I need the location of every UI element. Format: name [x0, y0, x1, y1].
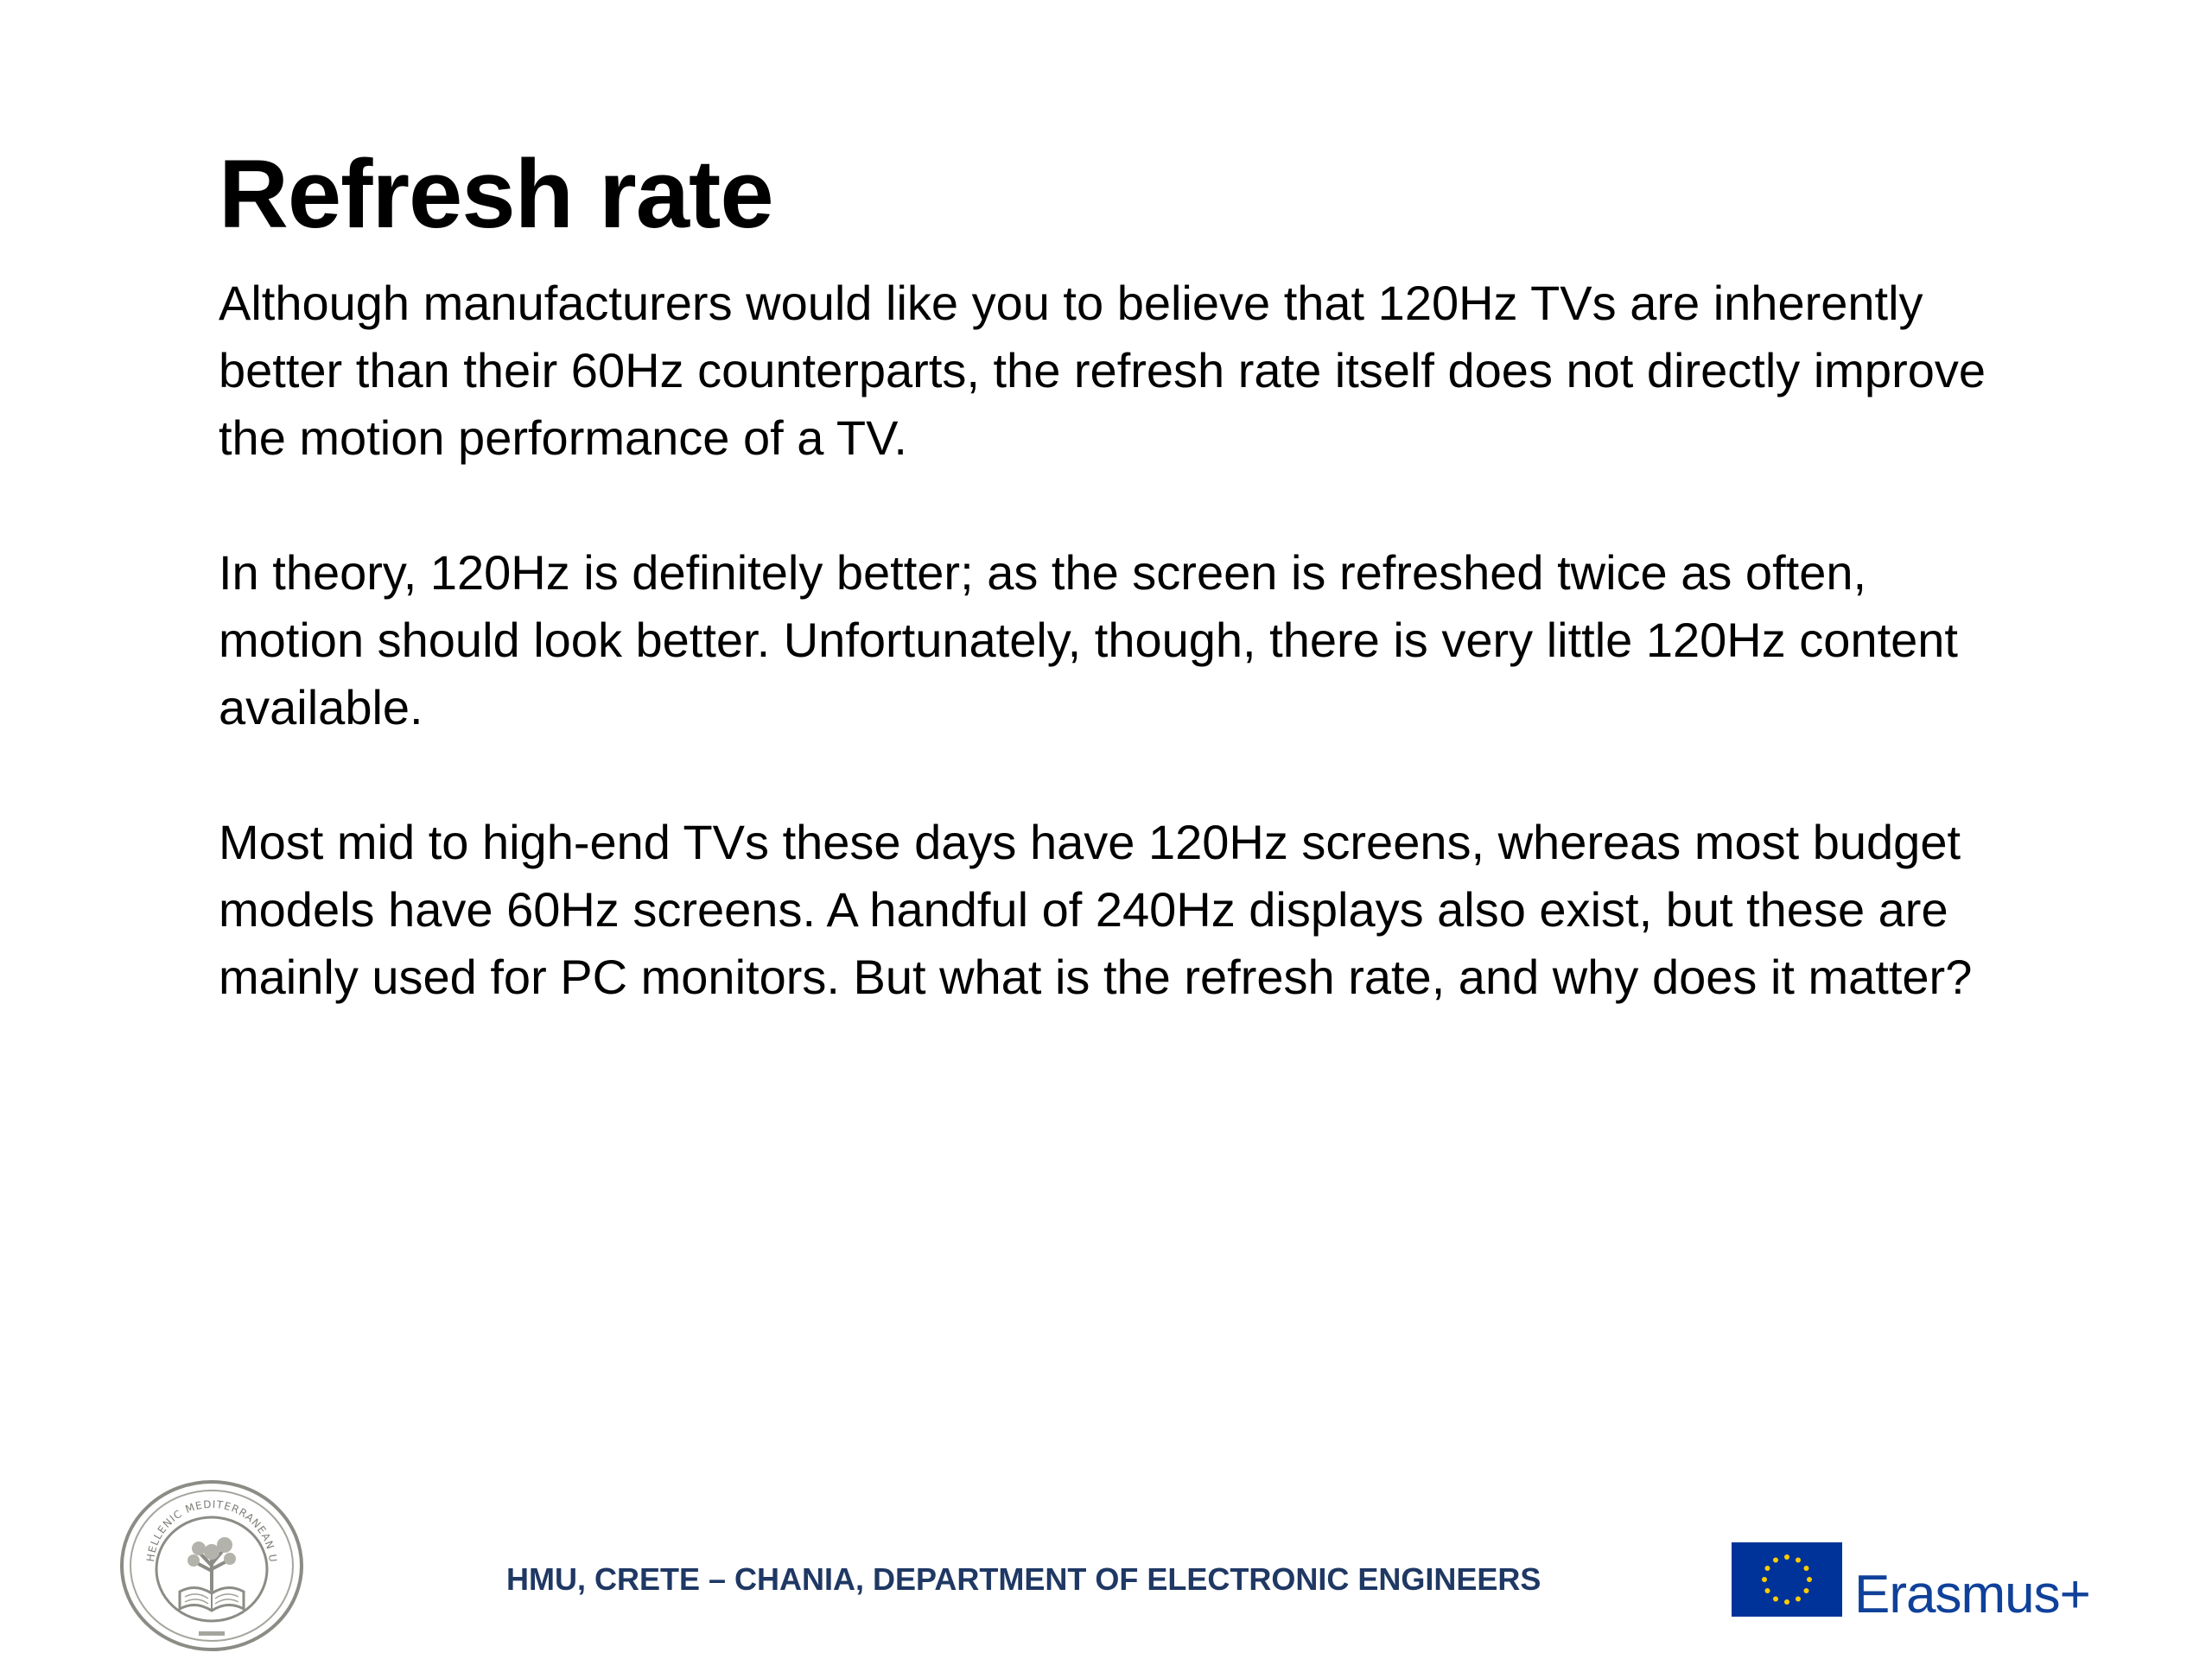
erasmus-logo: Erasmus+	[1732, 1534, 2091, 1622]
footer-text: HMU, CRETE – CHANIA, DEPARTMENT OF ELECT…	[506, 1561, 1541, 1597]
paragraph-1: Although manufacturers would like you to…	[219, 276, 1986, 465]
paragraph-3: Most mid to high-end TVs these days have…	[219, 815, 1973, 1004]
erasmus-label: Erasmus+	[1854, 1565, 2091, 1624]
paragraph-2: In theory, 120Hz is definitely better; a…	[219, 545, 1958, 734]
slide-title: Refresh rate	[219, 140, 774, 248]
university-seal-icon: HELLENIC MEDITERRANEAN UNIVERSITY	[119, 1479, 303, 1651]
slide-body: Although manufacturers would like you to…	[219, 270, 2016, 1078]
eu-flag-icon	[1732, 1542, 1842, 1617]
